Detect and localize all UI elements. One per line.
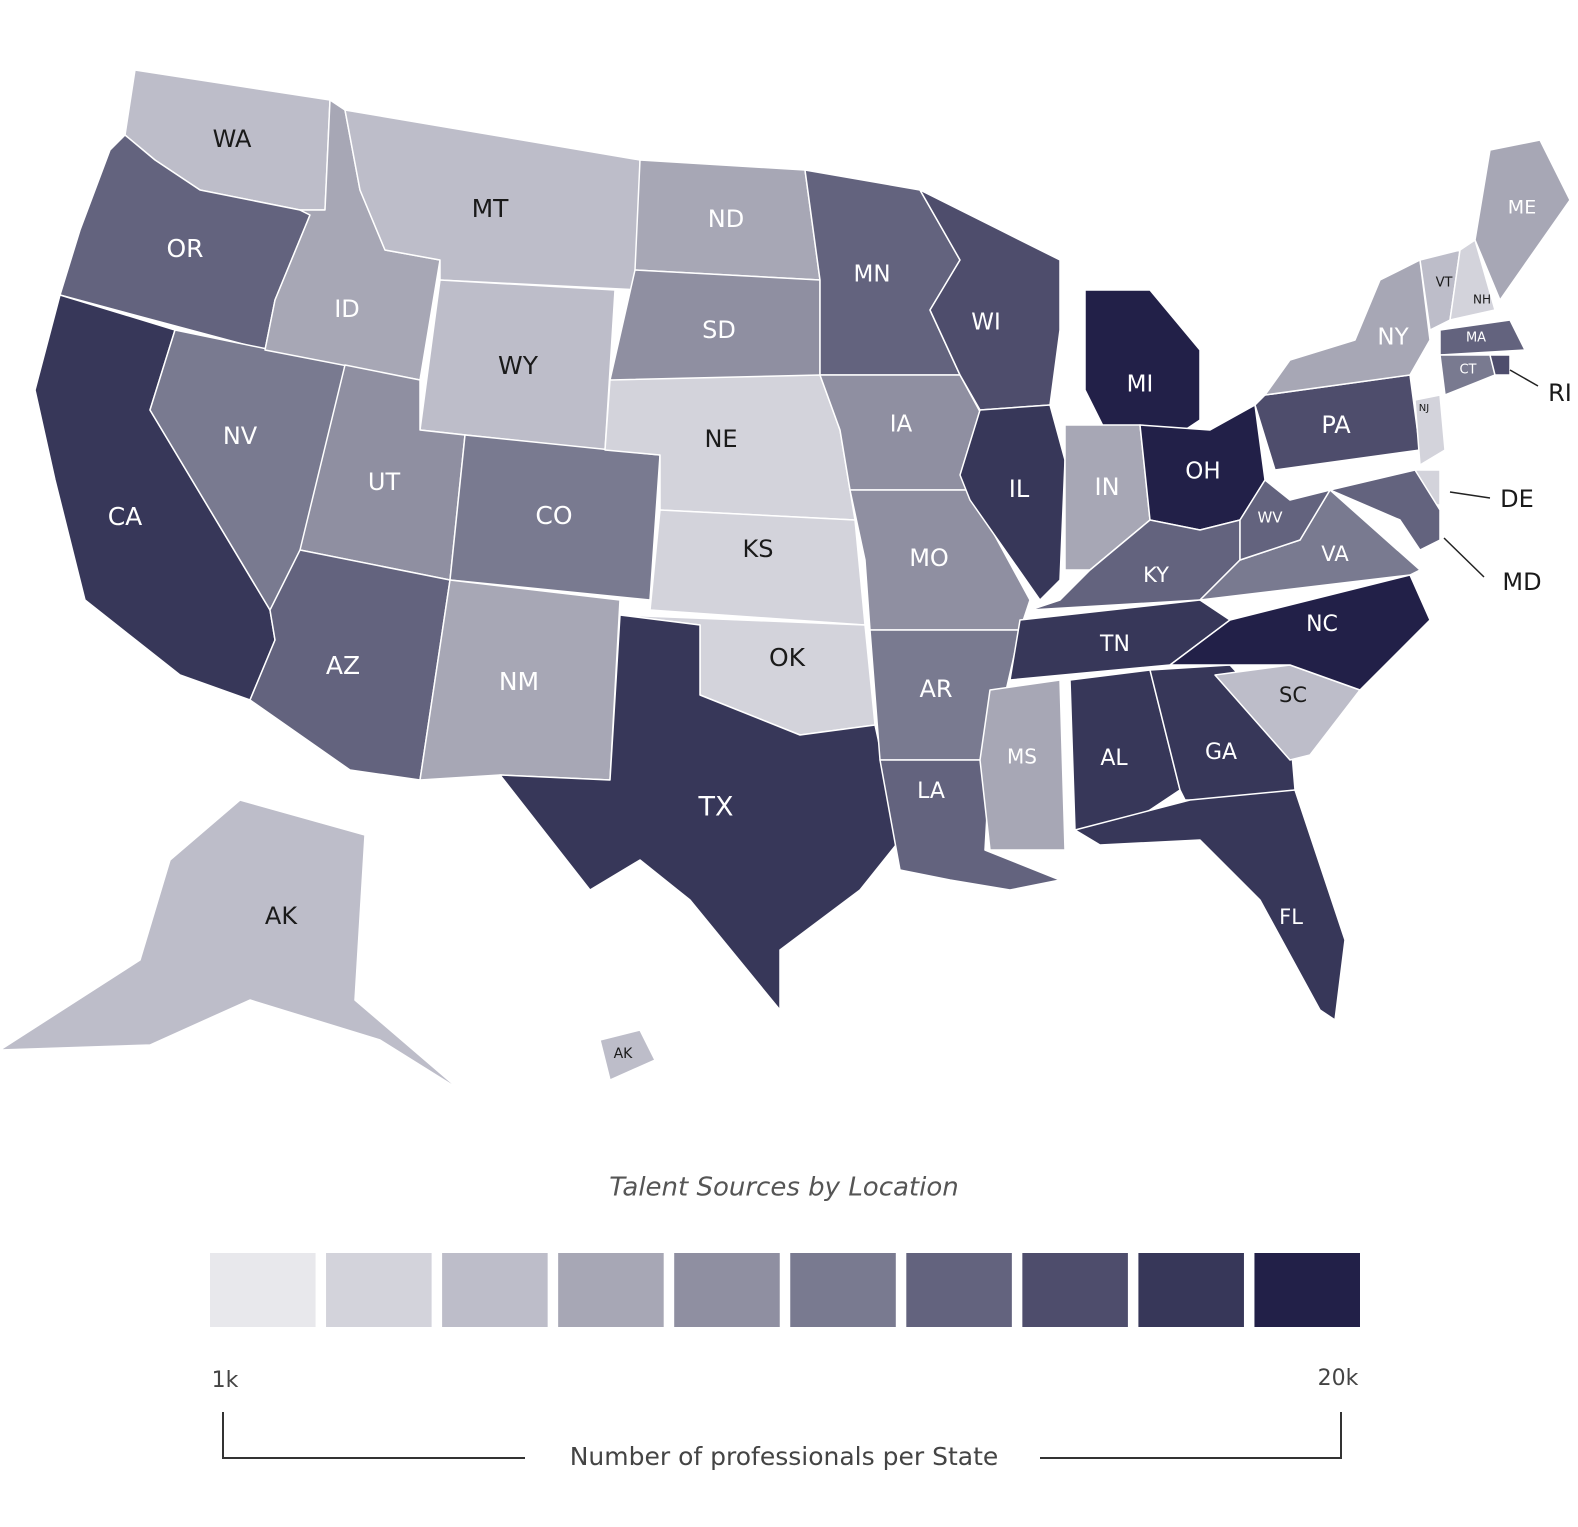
state-label: KY — [1143, 563, 1169, 587]
state — [1084, 289, 1201, 441]
state-label: AL — [1100, 746, 1128, 771]
state-label: CT — [1459, 363, 1476, 378]
legend-swatch — [906, 1253, 1012, 1327]
state-label: TX — [698, 792, 734, 823]
state — [1489, 354, 1511, 376]
state-label: NJ — [1419, 403, 1429, 414]
callout-arrow — [1443, 537, 1485, 578]
state-label: ID — [334, 295, 360, 323]
state — [1449, 239, 1496, 321]
state-label: IL — [1009, 475, 1030, 503]
state-label: CA — [108, 502, 143, 531]
state-label: WI — [971, 310, 1001, 336]
state-label: MI — [1127, 372, 1154, 398]
state-label: VT — [1436, 276, 1453, 291]
state — [649, 509, 866, 626]
state-label: MN — [853, 262, 890, 288]
state — [1214, 664, 1361, 761]
state-label: SD — [702, 316, 736, 344]
state-label: TN — [1099, 632, 1130, 657]
state-label: NC — [1306, 612, 1338, 637]
state-label: OR — [166, 234, 203, 263]
state — [449, 434, 661, 601]
state — [1474, 139, 1571, 301]
state — [1439, 319, 1526, 356]
state — [1074, 789, 1346, 1021]
state-label: MT — [472, 194, 510, 223]
state-label: PA — [1321, 411, 1351, 439]
state-label: AK — [614, 1046, 634, 1062]
state-label: NE — [704, 425, 737, 453]
state — [1414, 394, 1446, 466]
state-label: DE — [1500, 485, 1534, 513]
legend-min-label: 1k — [212, 1368, 239, 1393]
legend-swatch — [326, 1253, 432, 1327]
state-label: OK — [769, 643, 806, 672]
state-label: LA — [917, 779, 945, 804]
state-label: UT — [368, 468, 401, 496]
legend-swatch — [558, 1253, 664, 1327]
legend — [210, 1253, 1360, 1327]
legend-caption: Number of professionals per State — [570, 1442, 999, 1471]
state-label: MA — [1466, 331, 1486, 346]
state — [0, 799, 461, 1091]
state-label: IN — [1094, 473, 1119, 501]
state-label: MS — [1007, 745, 1037, 769]
state-label: MO — [909, 544, 949, 572]
state-label: RI — [1548, 379, 1572, 407]
state — [1254, 374, 1421, 471]
state-label: GA — [1205, 740, 1237, 765]
state-label: NH — [1473, 293, 1491, 307]
callout-arrow — [1509, 369, 1539, 387]
state-label: NV — [223, 422, 258, 450]
legend-swatch — [1254, 1253, 1360, 1327]
state-label: WA — [213, 125, 252, 153]
state — [979, 679, 1066, 851]
legend-bracket — [222, 1412, 1342, 1459]
map-title: Talent Sources by Location — [609, 1173, 959, 1203]
legend-swatch — [674, 1253, 780, 1327]
state-label: MD — [1502, 568, 1541, 596]
state — [959, 404, 1066, 601]
state — [1169, 574, 1431, 691]
state-label: OH — [1185, 459, 1220, 485]
state-label: VA — [1321, 542, 1349, 566]
legend-swatch — [790, 1253, 896, 1327]
state-label: SC — [1279, 683, 1307, 707]
legend-swatch — [442, 1253, 548, 1327]
state-label: AZ — [326, 651, 360, 680]
state-label: AK — [265, 902, 298, 930]
legend-max-label: 20k — [1318, 1366, 1359, 1391]
legend-swatch — [1022, 1253, 1128, 1327]
labels-layer: WA OR CA NV ID MT WY UT CO AZ NM ND SD NE KS OK TX MN IA MO… — [108, 125, 1572, 1062]
state — [599, 1029, 656, 1081]
state-label: ME — [1508, 197, 1536, 219]
state-label: NM — [499, 667, 539, 696]
state-label: FL — [1279, 905, 1303, 929]
state-label: NY — [1377, 325, 1409, 351]
state-label: WV — [1257, 509, 1283, 527]
legend-swatch — [210, 1253, 316, 1327]
state-label: AR — [919, 675, 952, 703]
state-label: CO — [535, 501, 572, 530]
state-label: KS — [743, 535, 774, 563]
state — [1329, 469, 1441, 551]
state-label: IA — [890, 412, 913, 438]
state-label: ND — [708, 205, 744, 233]
states-layer — [0, 69, 1571, 1091]
callout-arrow — [1449, 491, 1491, 499]
legend-swatch — [1138, 1253, 1244, 1327]
state-label: WY — [498, 351, 539, 380]
